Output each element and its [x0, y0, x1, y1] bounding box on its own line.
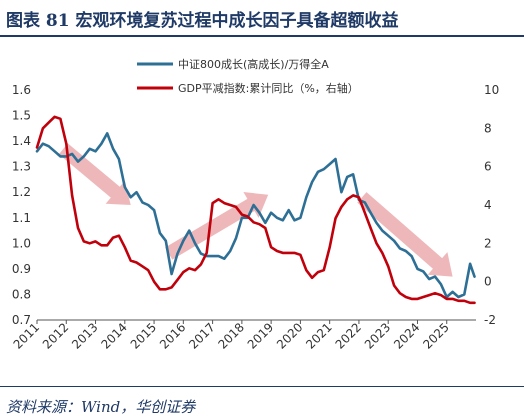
y-right-tick-label: -2: [484, 313, 496, 327]
x-tick-label: 2024: [391, 320, 422, 351]
y-right-tick-label: 6: [484, 160, 492, 174]
y-left-tick-label: 0.9: [12, 262, 31, 276]
y-left-tick-label: 1.3: [12, 160, 31, 174]
y-left-tick-label: 1.0: [12, 236, 31, 250]
chart-area: 0.7 0.8 0.9 1.0 1.1 1.2 1.3 1.4 1.5 1.6 -2 0 2 4 6 8 10 2…: [11, 57, 500, 352]
y-right-tick-label: 2: [484, 236, 492, 250]
x-tick-label: 2023: [362, 320, 393, 351]
trend-arrow-down: [357, 192, 453, 277]
x-tick-label: 2022: [333, 320, 364, 351]
x-tick-label: 2014: [98, 320, 129, 351]
y-left-tick-label: 0.8: [12, 287, 31, 301]
y-right-tick-label: 8: [484, 121, 492, 135]
y-right-tick-label: 0: [484, 275, 492, 289]
y-right-tick-label: 4: [484, 198, 492, 212]
y-left-tick-label: 0.7: [12, 313, 31, 327]
x-tick-label: 2018: [215, 320, 246, 351]
y-left-tick-label: 1.1: [12, 211, 31, 225]
trend-arrow-up: [165, 192, 269, 260]
x-tick-label: 2019: [245, 320, 276, 351]
gdp-deflator-line: [35, 115, 476, 305]
title-divider: [0, 35, 524, 37]
x-tick-label: 2013: [69, 320, 100, 351]
x-tick-label: 2020: [274, 320, 305, 351]
legend-label-1: 中证800成长(高成长)/万得全A: [178, 57, 329, 71]
series-lines: [35, 115, 476, 305]
y-left-tick-label: 1.2: [12, 185, 31, 199]
x-tick-label: 2025: [420, 320, 451, 351]
axes: 0.7 0.8 0.9 1.0 1.1 1.2 1.3 1.4 1.5 1.6 -2 0 2 4 6 8 10 2…: [11, 83, 500, 352]
y-left-tick-label: 1.6: [12, 83, 31, 97]
source-note: 资料来源：Wind，华创证券: [6, 398, 196, 416]
legend-label-2: GDP平减指数:累计同比（%，右轴）: [178, 81, 359, 95]
y-right-tick-label: 10: [484, 83, 499, 97]
y-left-tick-label: 1.4: [12, 134, 31, 148]
growth-ratio-line: [35, 132, 476, 299]
x-tick-label: 2016: [157, 320, 188, 351]
x-tick-label: 2017: [186, 320, 217, 351]
x-tick-label: 2012: [40, 320, 71, 351]
x-tick-label: 2015: [128, 320, 159, 351]
legend: 中证800成长(高成长)/万得全A GDP平减指数:累计同比（%，右轴）: [137, 57, 359, 95]
title-bar: 图表 81 宏观环境复苏过程中成长因子具备超额收益: [0, 0, 524, 37]
y-left-tick-label: 1.5: [12, 109, 31, 123]
chart-title: 图表 81 宏观环境复苏过程中成长因子具备超额收益: [6, 11, 399, 31]
x-tick-label: 2021: [303, 320, 334, 351]
source-divider: [0, 386, 524, 387]
